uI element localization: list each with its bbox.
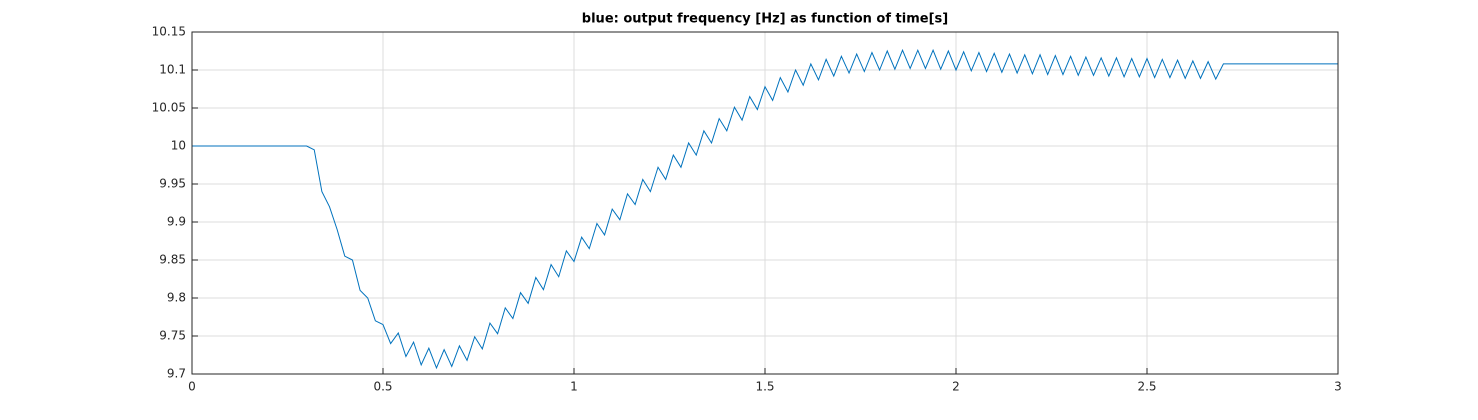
plot-frame [191,31,1339,375]
x-tick-label: 1.5 [755,380,774,394]
y-tick-label: 9.85 [159,253,186,267]
y-tick-label: 10.05 [152,101,186,115]
y-tick-label: 10.1 [159,63,186,77]
y-tick-label: 9.95 [159,177,186,191]
y-tick-label: 9.8 [167,291,186,305]
y-tick-label: 9.7 [167,367,186,381]
x-tick-label: 3 [1334,380,1342,394]
y-tick-label: 10 [171,139,186,153]
y-tick-label: 10.15 [152,25,186,39]
y-tick-label: 9.9 [167,215,186,229]
line-series [192,48,1338,370]
x-tick-label: 0 [188,380,196,394]
x-tick-label: 0.5 [373,380,392,394]
x-tick-label: 2.5 [1137,380,1156,394]
x-tick-label: 1 [570,380,578,394]
y-tick-label: 9.75 [159,329,186,343]
chart-title: blue: output frequency [Hz] as function … [582,12,948,27]
x-tick-label: 2 [952,380,960,394]
